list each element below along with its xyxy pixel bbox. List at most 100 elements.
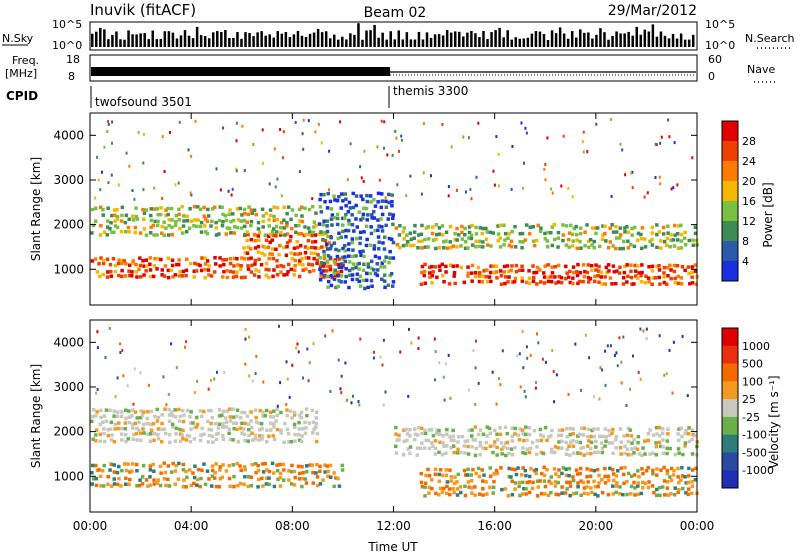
power-cell xyxy=(363,286,367,291)
velocity-cell xyxy=(243,438,247,443)
power-cell xyxy=(357,279,361,284)
power-cell xyxy=(328,199,333,204)
power-cell xyxy=(223,214,228,218)
velocity-cell xyxy=(564,473,569,477)
velocity-cell xyxy=(571,427,575,431)
freq-label: Freq. xyxy=(12,54,39,67)
velocity-cell xyxy=(623,444,627,448)
velocity-cell xyxy=(423,428,427,432)
velocity-cell xyxy=(666,432,670,436)
power-cell xyxy=(267,268,271,272)
power-cell xyxy=(683,268,687,273)
power-cell xyxy=(693,231,698,236)
velocity-scatter-cell xyxy=(244,362,247,366)
velocity-cell xyxy=(104,419,109,423)
power-cell xyxy=(287,262,291,267)
velocity-cell xyxy=(257,434,262,438)
power-cell xyxy=(207,264,211,268)
velocity-cell xyxy=(290,463,294,468)
power-cell xyxy=(264,267,268,272)
power-cell xyxy=(578,231,583,236)
velocity-cell xyxy=(612,472,616,476)
velocity-cell xyxy=(455,451,460,455)
power-cell xyxy=(151,274,156,279)
power-scatter-cell xyxy=(94,196,97,200)
power-cell xyxy=(358,236,363,240)
power-cell xyxy=(485,280,490,284)
power-cell xyxy=(606,263,611,267)
power-cell xyxy=(402,237,406,241)
power-cell xyxy=(115,208,119,212)
velocity-cell xyxy=(250,425,254,430)
power-cell xyxy=(214,220,218,225)
velocity-xtick-label: 00:00 xyxy=(73,519,108,533)
nsky-bar xyxy=(437,34,441,47)
power-scatter-cell xyxy=(400,134,403,138)
velocity-cell xyxy=(169,410,174,414)
power-cell xyxy=(185,257,189,261)
power-cell xyxy=(455,238,459,242)
velocity-scatter-cell xyxy=(632,354,634,358)
velocity-cell xyxy=(394,432,398,436)
power-cell xyxy=(527,232,532,236)
power-cell xyxy=(304,256,308,260)
velocity-cell xyxy=(520,492,525,496)
power-scatter-cell xyxy=(307,119,310,123)
velocity-cell xyxy=(590,490,594,495)
power-cell xyxy=(339,235,344,239)
velocity-cell xyxy=(207,477,211,481)
velocity-cell xyxy=(568,453,572,457)
velocity-cell xyxy=(187,434,192,438)
power-cell xyxy=(350,237,355,241)
power-cell xyxy=(430,264,434,269)
power-cell xyxy=(328,264,332,269)
power-cell xyxy=(231,270,236,274)
power-cell xyxy=(550,225,555,229)
power-scatter-cell xyxy=(624,173,627,177)
velocity-scatter-cell xyxy=(620,381,623,385)
power-cell xyxy=(322,256,327,261)
power-cell xyxy=(319,192,323,197)
velocity-scatter-cell xyxy=(618,336,621,340)
velocity-cell xyxy=(221,422,225,426)
power-cell xyxy=(257,275,261,279)
power-scatter-cell xyxy=(581,140,584,144)
power-cell xyxy=(171,275,175,279)
power-cell xyxy=(225,226,230,230)
velocity-cell xyxy=(249,410,253,414)
power-cell xyxy=(632,244,637,249)
nsky-bar xyxy=(248,33,251,47)
velocity-cell xyxy=(690,491,694,496)
power-scatter-cell xyxy=(279,128,282,131)
power-cell xyxy=(539,226,543,230)
velocity-cell xyxy=(694,466,698,470)
velocity-cell xyxy=(681,452,685,457)
nsky-bar xyxy=(385,39,388,47)
power-cell xyxy=(355,272,360,276)
velocity-cell xyxy=(326,474,330,479)
power-scatter-cell xyxy=(268,182,271,186)
power-cell xyxy=(164,213,168,218)
velocity-cell xyxy=(470,445,474,449)
power-cell xyxy=(268,252,272,256)
velocity-cell xyxy=(130,469,134,473)
velocity-cell xyxy=(106,427,110,432)
power-cell xyxy=(278,243,282,248)
power-cell xyxy=(691,238,695,242)
power-cell xyxy=(337,265,341,269)
velocity-cell xyxy=(673,452,677,457)
power-cell xyxy=(222,262,226,267)
velocity-cell xyxy=(445,427,449,432)
velocity-scatter-cell xyxy=(443,398,446,402)
power-cell xyxy=(113,219,117,223)
power-cell xyxy=(590,226,595,230)
velocity-scatter-cell xyxy=(373,350,375,354)
power-scatter-cell xyxy=(400,138,403,142)
power-cell xyxy=(390,200,394,204)
power-scatter-cell xyxy=(469,188,472,191)
velocity-cell xyxy=(267,482,271,487)
velocity-cell xyxy=(216,426,221,430)
power-cell xyxy=(527,276,532,280)
power-cell xyxy=(561,238,565,243)
velocity-cell xyxy=(282,468,286,472)
